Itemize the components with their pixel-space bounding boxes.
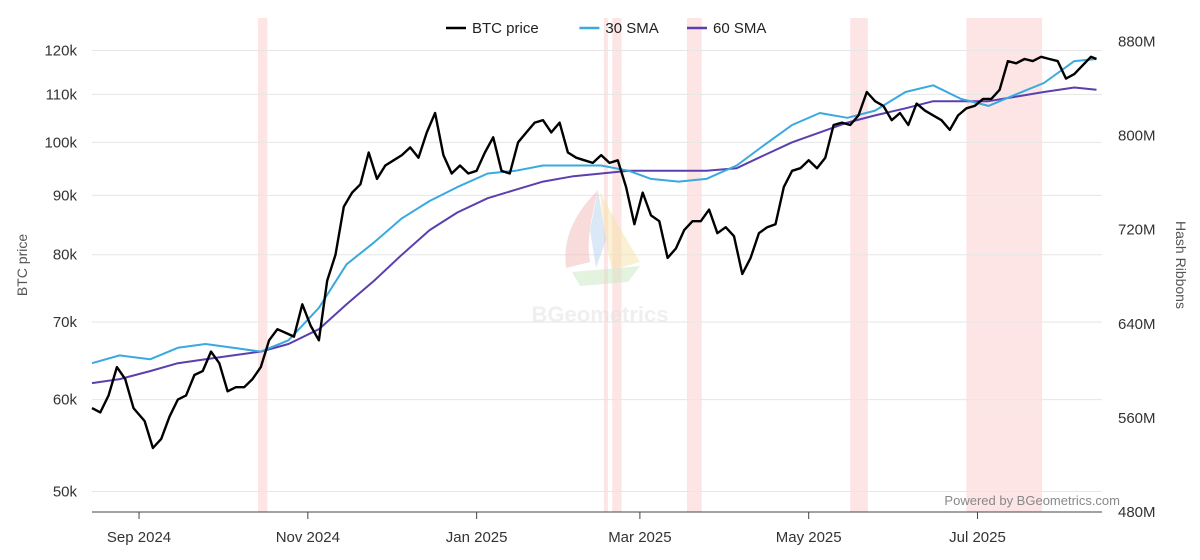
- y-axis-left-title: BTC price: [14, 234, 30, 296]
- y-right-tick-label: 720M: [1118, 222, 1156, 239]
- legend-label: BTC price: [472, 20, 539, 37]
- x-tick-label: Sep 2024: [107, 529, 171, 546]
- x-tick-label: Nov 2024: [276, 529, 340, 546]
- gridlines: [92, 50, 1102, 492]
- y-left-tick-label: 70k: [53, 314, 78, 331]
- watermark-logo-blue: [590, 190, 606, 268]
- x-tick-label: Mar 2025: [608, 529, 671, 546]
- bgeometrics-watermark: BGeometrics: [532, 190, 669, 327]
- series-line-30-sma: [91, 58, 1097, 365]
- y-left-tick-label: 100k: [44, 134, 77, 151]
- credit-text[interactable]: Powered by BGeometrics.com: [944, 493, 1120, 508]
- x-axis-ticks: Sep 2024 Nov 2024 Jan 2025 Mar 2025 May 2025…: [107, 512, 1006, 546]
- capitulation-band: [603, 18, 608, 512]
- y-left-tick-label: 110k: [46, 86, 78, 103]
- x-tick-label: Jan 2025: [446, 529, 508, 546]
- y-left-tick-label: 50k: [53, 483, 78, 500]
- watermark-logo-red: [565, 190, 598, 268]
- legend-label: 30 SMA: [605, 20, 658, 37]
- watermark-logo-green: [572, 266, 640, 286]
- y-left-tick-label: 60k: [53, 392, 78, 409]
- watermark-text: BGeometrics: [532, 302, 669, 327]
- series-layer: [91, 55, 1097, 450]
- y-axis-right-title: Hash Ribbons: [1173, 221, 1189, 309]
- y-right-tick-label: 560M: [1118, 410, 1156, 427]
- y-right-tick-label: 480M: [1118, 504, 1156, 521]
- x-tick-label: Jul 2025: [949, 529, 1006, 546]
- y-axis-left-ticks: 50k 60k 70k 80k 90k 100k 110k 120k: [44, 43, 77, 501]
- y-right-tick-label: 800M: [1118, 128, 1156, 145]
- y-right-tick-label: 640M: [1118, 316, 1156, 333]
- capitulation-band: [686, 18, 702, 512]
- capitulation-band: [258, 18, 268, 512]
- y-right-tick-label: 880M: [1118, 34, 1156, 51]
- capitulation-band: [966, 18, 1043, 512]
- legend: BTC price 30 SMA 60 SMA: [446, 20, 766, 37]
- series-line-btc-price: [91, 55, 1097, 450]
- legend-label: 60 SMA: [713, 20, 766, 37]
- capitulation-band: [850, 18, 868, 512]
- x-tick-label: May 2025: [776, 529, 842, 546]
- y-axis-right-ticks: 480M 560M 640M 720M 800M 880M: [1118, 34, 1156, 521]
- y-left-tick-label: 120k: [44, 43, 77, 60]
- watermark-logo-yellow: [600, 192, 640, 270]
- y-left-tick-label: 90k: [53, 187, 78, 204]
- capitulation-bands: [258, 18, 1043, 512]
- y-left-tick-label: 80k: [53, 247, 78, 264]
